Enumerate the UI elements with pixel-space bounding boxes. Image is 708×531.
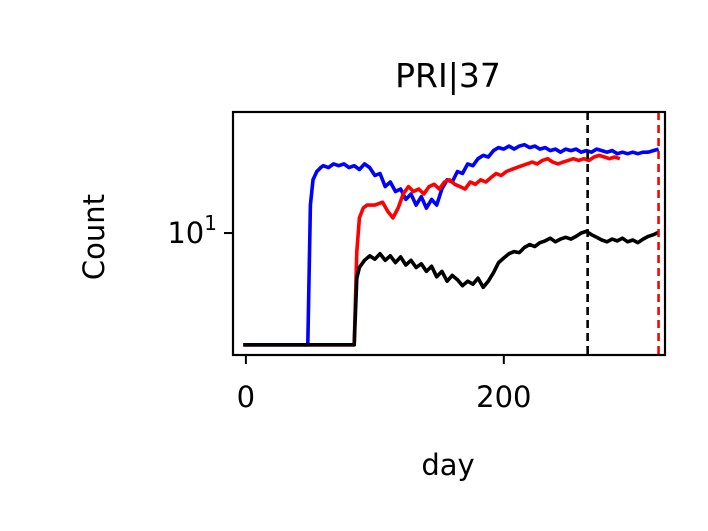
series-line-1	[243, 142, 660, 347]
x-tick-label: 0	[237, 380, 255, 414]
x-tick-label: 200	[476, 380, 531, 414]
series-layer	[243, 142, 660, 347]
plot-area	[243, 112, 660, 355]
reference-lines	[586, 112, 660, 355]
y-tick-label: 101	[167, 211, 217, 250]
series-line-3	[243, 229, 660, 347]
y-axis-label: Count	[77, 194, 111, 280]
series-line-2	[243, 153, 621, 347]
x-axis-label: day	[421, 448, 474, 482]
y-axis: 101	[167, 211, 233, 250]
chart-title: PRI|37	[395, 56, 501, 95]
x-axis: 0 200	[237, 355, 531, 414]
